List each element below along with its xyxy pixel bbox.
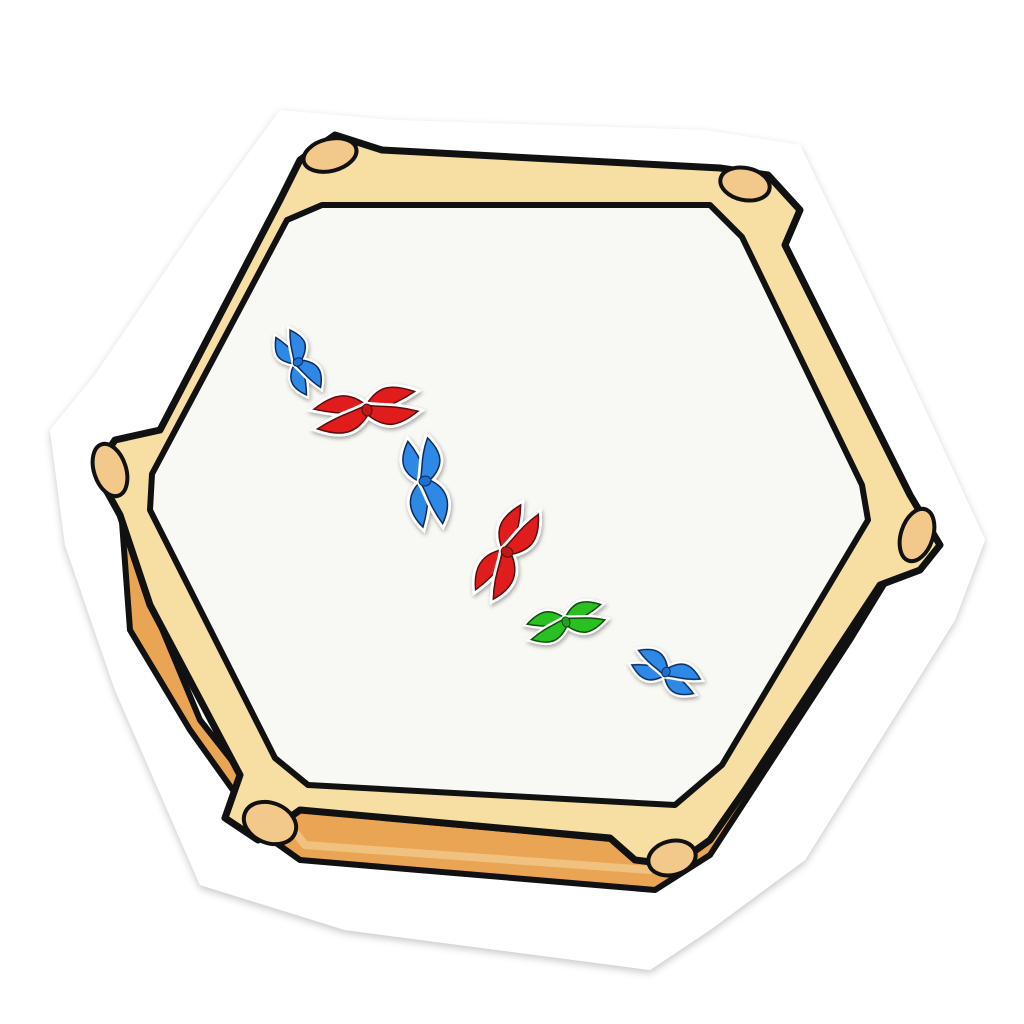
chromosome-1 <box>272 325 325 400</box>
node-top-right <box>718 165 772 203</box>
chromosome-3 <box>399 431 451 534</box>
node-left <box>90 441 130 499</box>
frame-nodes <box>90 136 937 878</box>
node-bottom-left <box>241 799 299 847</box>
node-top-left <box>301 136 359 174</box>
cell-interior <box>147 202 871 808</box>
chromosome-6 <box>626 646 706 698</box>
chromosome-5 <box>521 598 611 646</box>
node-bottom-right <box>646 838 698 878</box>
chromosome-4 <box>471 498 542 606</box>
chromosome-2 <box>306 383 426 437</box>
chromosomes-layer <box>272 325 706 698</box>
node-right <box>897 506 937 564</box>
